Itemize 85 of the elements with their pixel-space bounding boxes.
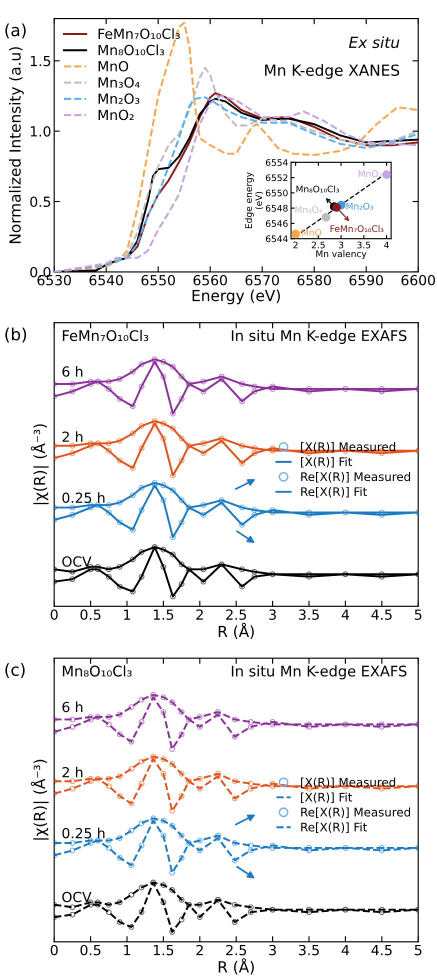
legend-label: Mn₃O₄ [98,77,140,88]
legend-label: Re[X(R)] Measured [301,807,410,818]
x-tick-label: 5 [414,945,422,956]
x-tick-label: 6590 [350,274,383,286]
annotation: MnO₂ [358,170,382,178]
x-axis-title: Mn valency [316,250,366,259]
y-tick-label: 1.5 [30,56,50,66]
x-tick-label: 0.5 [80,609,100,620]
annotation: 6 h [62,701,82,712]
text: (a) [5,23,26,38]
annotation: Mn₈O₁₀Cl₃ [296,185,340,192]
x-tick-label: 6550 [141,274,175,286]
chart-title: In situ Mn K-edge EXAFS [232,665,406,680]
annotation: FeMn₇O₁₀Cl₃ [330,225,384,232]
x-tick-label: 2.5 [226,609,246,620]
y-tick-label: 6548 [266,204,288,212]
x-tick-label: 6580 [298,274,331,286]
x-tick-label: 0 [50,609,58,620]
x-tick-label: 2 [293,242,298,248]
y-axis-title: |χ(R)| (Å⁻³) [30,760,49,840]
legend-label: MnO₂ [98,110,134,120]
y-tick-label: 6544 [266,235,288,242]
text: (b) [5,328,26,342]
x-tick-label: 5 [414,610,422,620]
y-axis-title: |χ(R)| (Å⁻³) [30,424,49,504]
x-tick-label: 6540 [89,274,123,286]
legend-label: Mn₈O₁₀Cl₃ [98,44,164,56]
y-tick-label: 6546 [266,220,288,227]
x-axis-title: R (Å) [218,622,254,640]
x-tick-label: 3.5 [299,609,319,620]
x-tick-label: 6560 [193,274,227,286]
x-tick-label: 0.5 [80,944,100,956]
y-axis-title: Edge energy (eV) [245,172,264,228]
y-tick-label: 1.0 [30,126,50,137]
x-tick-label: 1 [124,610,130,620]
legend-label: Mn₂O₃ [98,93,140,104]
x-tick-label: 2.5 [312,242,325,248]
x-tick-label: 3 [269,609,276,620]
x-tick-label: 6600 [402,274,435,286]
x-tick-label: 4.5 [371,610,392,620]
y-tick-label: 0.5 [30,196,50,207]
chart-subtitle: FeMn₇O₁₀Cl₃ [62,330,148,342]
y-axis-title: Normalized Intensity (a.u) [8,47,24,244]
annotation: 6 h [62,366,82,377]
chart-title: In situ Mn K-edge EXAFS [232,330,406,344]
x-tick-label: 3.5 [357,242,370,248]
x-tick-label: 2 [196,944,203,956]
x-axis-title: R (Å) [218,958,254,974]
annotation: 0.25 h [62,828,104,838]
annotation: MnO [302,229,322,236]
x-tick-label: 4.5 [371,945,392,956]
x-tick-label: 4 [384,242,389,248]
x-tick-label: 2.5 [226,944,246,956]
x-tick-label: 6570 [245,274,279,286]
annotation: OCV [62,556,92,567]
y-tick-label: 6554 [266,159,288,166]
text: Ex situ [348,36,400,48]
annotation: 2 h [62,766,82,778]
legend-label: [X(R)] Fit [301,457,352,468]
x-tick-label: 3.5 [299,944,319,956]
y-tick-label: 6550 [266,190,288,196]
legend-label: [X(R)] Fit [301,792,352,804]
x-tick-label: 3 [338,242,344,248]
annotation: OCV [62,892,92,902]
x-tick-label: 3 [269,944,276,956]
legend-label: MnO [98,60,128,72]
chart-subtitle: Mn₈O₁₀Cl₃ [62,665,132,677]
x-axis-title: Energy (eV) [192,290,280,304]
x-tick-label: 2 [196,609,203,620]
legend-label: Re[X(R)] Fit [301,822,368,833]
x-tick-label: 1.5 [154,945,174,956]
y-tick-label: 6552 [266,174,288,182]
annotation: 0.25 h [62,492,104,503]
annotation: 2 h [62,431,82,442]
annotation: Mn₃O₄ [295,206,322,214]
legend-label: Re[X(R)] Measured [301,472,410,483]
x-tick-label: 4 [342,610,350,620]
text: Mn K-edge XANES [265,64,400,79]
x-tick-label: 0 [50,944,58,956]
x-tick-label: 4 [342,945,350,956]
text: (c) [5,663,25,678]
x-tick-label: 1 [124,945,130,956]
x-tick-label: 1.5 [154,610,174,620]
legend-label: Re[X(R)] Fit [301,486,368,498]
annotation: Mn₂O₃ [346,202,374,210]
